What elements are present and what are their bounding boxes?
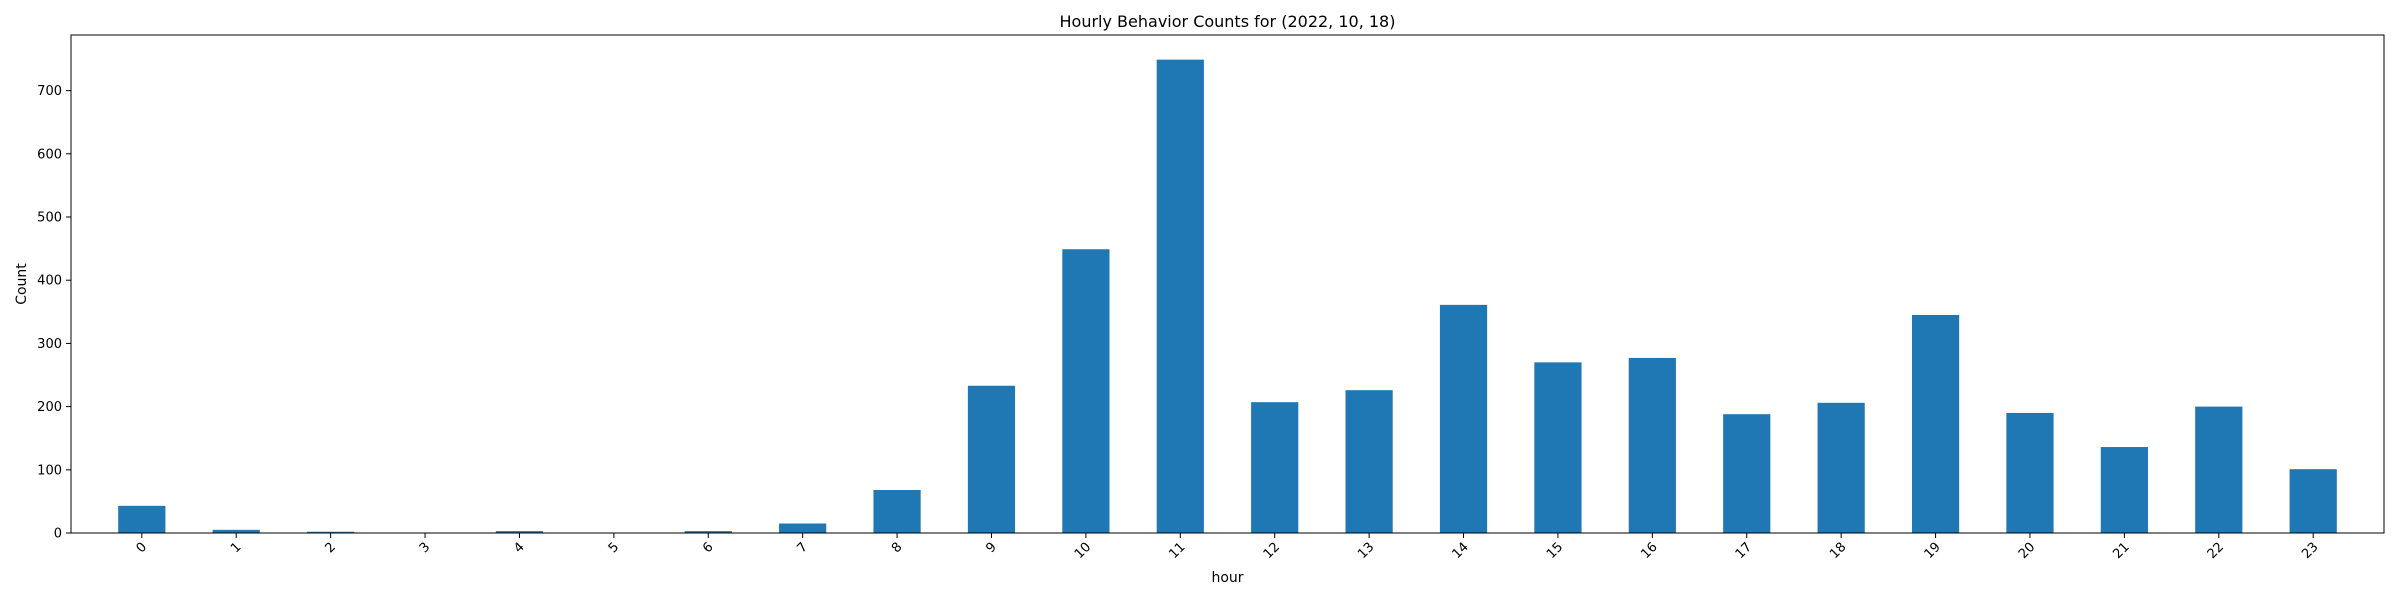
x-tick-label: 0 <box>134 540 150 556</box>
x-tick-label: 10 <box>1072 540 1094 562</box>
bar-hour-21 <box>2100 447 2148 533</box>
x-tick-label: 19 <box>1922 540 1944 562</box>
bars-group <box>118 59 2337 533</box>
y-tick-label: 0 <box>54 527 62 542</box>
x-tick-label: 20 <box>2016 540 2038 562</box>
y-tick-label: 600 <box>37 147 62 162</box>
bar-hour-1 <box>212 529 260 533</box>
x-tick-label: 5 <box>606 540 622 556</box>
x-tick-label: 6 <box>700 540 716 556</box>
x-tick-label: 18 <box>1827 540 1849 562</box>
x-tick-label: 7 <box>795 540 811 556</box>
x-tick-label: 11 <box>1166 540 1188 562</box>
x-tick-label: 4 <box>511 540 527 556</box>
y-tick-label: 200 <box>37 400 62 415</box>
y-tick-label: 100 <box>37 463 62 478</box>
bar-hour-11 <box>1156 59 1204 533</box>
bar-hour-17 <box>1723 414 1771 533</box>
x-tick-label: 15 <box>1544 540 1566 562</box>
x-tick-label: 23 <box>2299 540 2321 562</box>
x-tick-label: 16 <box>1638 540 1660 562</box>
x-axis-label: hour <box>1211 570 1243 586</box>
bar-hour-14 <box>1439 304 1488 533</box>
bar-hour-19 <box>1911 314 1960 533</box>
x-tick-label: 3 <box>417 540 433 556</box>
bar-hour-22 <box>2195 406 2243 533</box>
x-tick-label: 2 <box>322 540 338 556</box>
bar-hour-18 <box>1817 402 1865 533</box>
bar-hour-9 <box>967 385 1016 533</box>
bar-hour-12 <box>1251 402 1299 533</box>
bar-hour-2 <box>307 531 355 533</box>
bar-hour-13 <box>1345 390 1393 533</box>
bar-hour-4 <box>495 531 544 533</box>
y-tick-label: 700 <box>37 84 62 99</box>
bar-hour-23 <box>2289 469 2337 533</box>
y-axis-ticks: 0 100 200 300 400 500 600 700 <box>37 84 71 542</box>
bar-hour-8 <box>873 490 921 533</box>
bar-hour-10 <box>1062 249 1110 533</box>
bar-hour-15 <box>1534 362 1582 533</box>
plot-frame <box>70 34 2385 534</box>
x-tick-label: 8 <box>889 540 905 556</box>
x-tick-label: 1 <box>228 540 244 556</box>
y-axis-label: Count <box>14 263 30 305</box>
x-axis-ticks: 0 1 2 3 4 5 6 7 8 9 10 11 12 13 14 15 16 17 18 19 20 21 22 23 <box>134 533 2321 562</box>
x-tick-label: 21 <box>2110 540 2132 562</box>
bar-hour-6 <box>684 531 732 533</box>
x-tick-label: 9 <box>983 540 999 556</box>
x-tick-label: 22 <box>2205 540 2227 562</box>
x-tick-label: 12 <box>1261 540 1283 562</box>
bar-hour-7 <box>779 523 827 533</box>
x-tick-label: 14 <box>1450 540 1472 562</box>
x-tick-label: 17 <box>1733 540 1755 562</box>
y-tick-label: 300 <box>37 337 62 352</box>
chart-title: Hourly Behavior Counts for (2022, 10, 18… <box>1060 12 1396 31</box>
bar-hour-20 <box>2006 412 2054 533</box>
x-tick-label: 13 <box>1355 540 1377 562</box>
y-tick-label: 500 <box>37 211 62 226</box>
bar-hour-0 <box>118 505 166 533</box>
y-tick-label: 400 <box>37 274 62 289</box>
bar-hour-16 <box>1628 357 1676 533</box>
